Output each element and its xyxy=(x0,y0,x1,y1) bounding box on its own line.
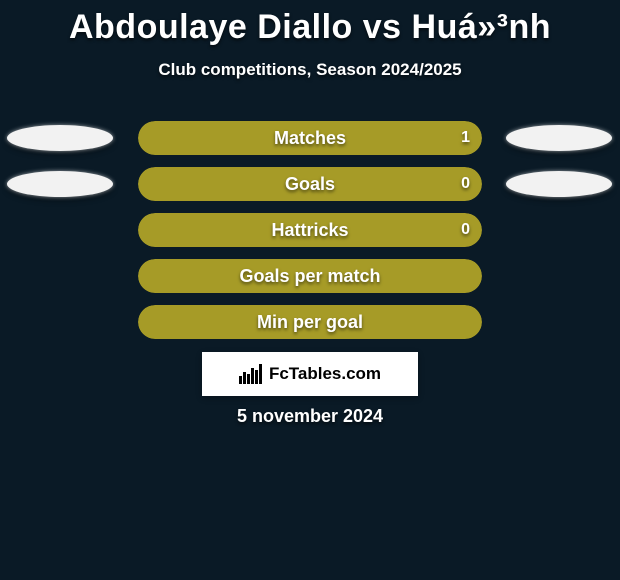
stats-comparison-card: Abdoulaye Diallo vs Huá»³nh Club competi… xyxy=(0,0,620,580)
stat-bar: Goals 0 xyxy=(138,167,482,201)
left-marker-ellipse xyxy=(7,171,113,197)
stat-bar: Goals per match xyxy=(138,259,482,293)
stat-row: Hattricks 0 xyxy=(0,213,620,247)
stat-bar-value: 0 xyxy=(461,213,470,247)
brand-text: FcTables.com xyxy=(269,364,381,384)
bars-icon xyxy=(239,364,263,384)
stat-bar-value: 0 xyxy=(461,167,470,201)
brand-badge: FcTables.com xyxy=(202,352,418,396)
stat-bar: Matches 1 xyxy=(138,121,482,155)
stat-bar-label: Goals xyxy=(138,167,482,201)
stat-bar-value: 1 xyxy=(461,121,470,155)
stat-bar: Min per goal xyxy=(138,305,482,339)
stat-bar-label: Goals per match xyxy=(138,259,482,293)
stat-rows: Matches 1 Goals 0 Hattricks 0 xyxy=(0,121,620,351)
stat-bar-label: Hattricks xyxy=(138,213,482,247)
stat-row: Goals 0 xyxy=(0,167,620,201)
stat-row: Goals per match xyxy=(0,259,620,293)
left-marker-ellipse xyxy=(7,125,113,151)
stat-bar-label: Matches xyxy=(138,121,482,155)
card-date: 5 november 2024 xyxy=(0,406,620,427)
right-marker-ellipse xyxy=(506,125,612,151)
stat-bar-label: Min per goal xyxy=(138,305,482,339)
right-marker-ellipse xyxy=(506,171,612,197)
card-title: Abdoulaye Diallo vs Huá»³nh xyxy=(0,8,620,47)
stat-row: Matches 1 xyxy=(0,121,620,155)
stat-bar: Hattricks 0 xyxy=(138,213,482,247)
stat-row: Min per goal xyxy=(0,305,620,339)
card-subtitle: Club competitions, Season 2024/2025 xyxy=(0,60,620,80)
